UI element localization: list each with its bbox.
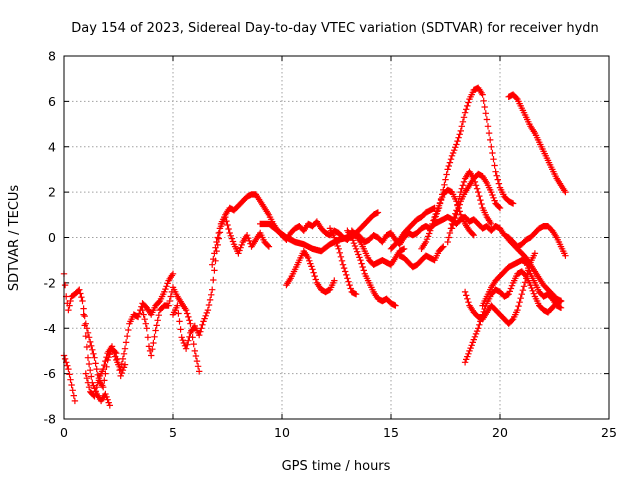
series-arc-15	[396, 243, 447, 271]
y-tick-label: 8	[48, 49, 56, 64]
series-arc-2	[60, 270, 129, 391]
y-tick-label: -2	[44, 275, 56, 290]
x-tick-label: 25	[601, 425, 617, 440]
series-arc-24	[505, 236, 565, 305]
series-markers	[344, 227, 399, 309]
y-tick-label: 6	[48, 94, 56, 109]
series-markers	[387, 204, 438, 252]
tick-layer: 0 5 10 15 20 25 -8 -6 -4 -2 0 2 4 6 8	[44, 49, 617, 441]
x-tick-label: 0	[60, 425, 68, 440]
series-arc-11	[344, 227, 399, 309]
series-markers	[479, 257, 565, 311]
series-arc-23	[505, 91, 569, 196]
series-markers	[139, 284, 203, 375]
series-arc-19	[448, 170, 504, 232]
x-tick-label: 10	[274, 425, 290, 440]
series-markers	[352, 209, 382, 237]
series-arc-18	[444, 168, 495, 246]
series-arc-17	[431, 84, 517, 223]
y-tick-label: -6	[44, 366, 57, 381]
data-layer	[60, 84, 569, 409]
x-tick-label: 15	[383, 425, 399, 440]
series-arc-8	[283, 247, 338, 296]
chart-title: Day 154 of 2023, Sidereal Day-to-day VTE…	[71, 21, 599, 36]
series-markers	[505, 91, 569, 196]
y-tick-label: -8	[44, 412, 57, 427]
series-arc-14	[387, 204, 438, 252]
series-markers	[396, 243, 447, 271]
y-tick-label: 2	[48, 185, 56, 200]
series-markers	[444, 168, 495, 246]
series-arc-13	[352, 209, 382, 237]
series-arc-1	[60, 352, 79, 405]
series-markers	[60, 352, 79, 405]
series-arc-6	[169, 213, 273, 352]
series-markers	[60, 270, 129, 391]
series-arc-4	[82, 270, 177, 400]
series-arc-5	[139, 284, 203, 375]
y-tick-label: 4	[48, 139, 56, 154]
plot-frame	[63, 55, 610, 420]
x-tick-label: 5	[169, 425, 177, 440]
series-markers	[505, 236, 565, 305]
series-markers	[448, 170, 504, 232]
y-tick-label: 0	[48, 230, 56, 245]
series-arc-22	[479, 257, 565, 311]
y-axis-label: SDTVAR / TECUs	[7, 185, 22, 292]
series-markers	[326, 225, 360, 298]
series-markers	[431, 84, 517, 223]
series-markers	[348, 227, 408, 268]
series-arc-12	[348, 227, 408, 268]
x-tick-label: 20	[492, 425, 508, 440]
y-tick-label: -4	[44, 321, 57, 336]
series-arc-10	[326, 225, 360, 298]
series-markers	[283, 247, 338, 296]
series-markers	[82, 270, 177, 400]
series-markers	[169, 213, 273, 352]
x-axis-label: GPS time / hours	[282, 459, 391, 474]
